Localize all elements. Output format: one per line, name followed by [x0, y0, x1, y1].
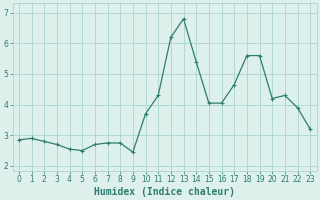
X-axis label: Humidex (Indice chaleur): Humidex (Indice chaleur) — [94, 186, 235, 197]
